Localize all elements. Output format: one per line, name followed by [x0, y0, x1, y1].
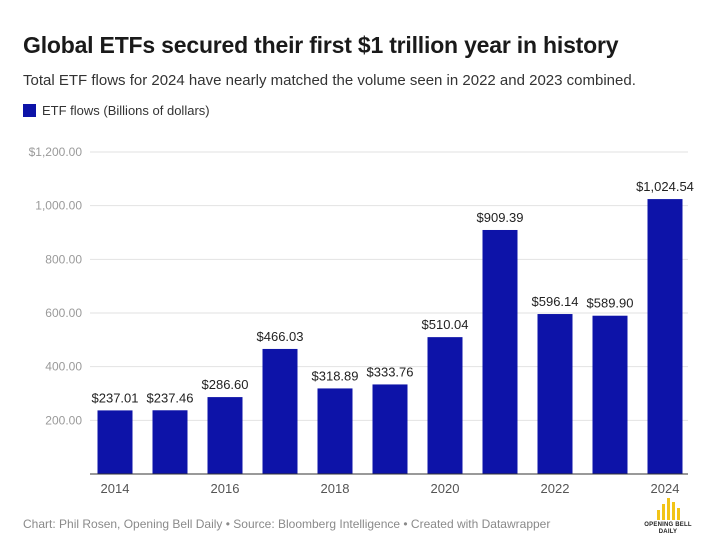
bar-chart: 200.00 400.00 600.00 800.00 1,000.00 $1,200.0…	[29, 145, 694, 496]
x-tick-label: 2014	[101, 481, 130, 496]
bar-value-label: $237.46	[147, 390, 194, 405]
bar	[317, 388, 353, 474]
y-tick-label: 400.00	[45, 360, 82, 374]
bar	[372, 384, 408, 474]
bar	[207, 397, 243, 474]
bar-value-label: $589.90	[587, 296, 634, 311]
bar-value-label: $909.39	[477, 210, 524, 225]
chart-title: Global ETFs secured their first $1 trill…	[23, 32, 619, 58]
legend-swatch	[23, 104, 36, 117]
legend: ETF flows (Billions of dollars)	[23, 103, 210, 118]
bar	[647, 199, 683, 474]
x-tick-label: 2024	[651, 481, 680, 496]
bar	[262, 348, 298, 474]
bar	[537, 314, 573, 474]
bar-value-label: $1,024.54	[636, 179, 694, 194]
x-tick-label: 2022	[541, 481, 570, 496]
bar-value-label: $318.89	[312, 368, 359, 383]
bar-value-label: $510.04	[422, 317, 469, 332]
bar-value-label: $286.60	[202, 377, 249, 392]
y-tick-label: 800.00	[45, 252, 82, 266]
chart-subtitle: Total ETF flows for 2024 have nearly mat…	[23, 72, 636, 89]
x-tick-label: 2018	[321, 481, 350, 496]
bar-value-label: $333.76	[367, 364, 414, 379]
bar	[482, 229, 518, 474]
opening-bell-logo: OPENING BELL DAILY	[638, 496, 698, 540]
x-tick-label: 2016	[211, 481, 240, 496]
bar	[97, 410, 133, 474]
y-tick-label: 200.00	[45, 413, 82, 427]
bar	[592, 315, 628, 474]
x-tick-label: 2020	[431, 481, 460, 496]
logo-text: OPENING BELL DAILY	[644, 522, 692, 535]
bar	[152, 410, 188, 474]
y-tick-label: 1,000.00	[35, 199, 82, 213]
chart-footer: Chart: Phil Rosen, Opening Bell Daily • …	[23, 517, 551, 531]
bar	[427, 337, 463, 474]
bar-value-label: $237.01	[92, 390, 139, 405]
y-tick-label: $1,200.00	[29, 145, 83, 159]
logo-bars-icon	[638, 496, 698, 520]
legend-label: ETF flows (Billions of dollars)	[42, 103, 210, 118]
bar-value-label: $466.03	[257, 329, 304, 344]
bar-value-label: $596.14	[532, 294, 579, 309]
y-tick-label: 600.00	[45, 306, 82, 320]
